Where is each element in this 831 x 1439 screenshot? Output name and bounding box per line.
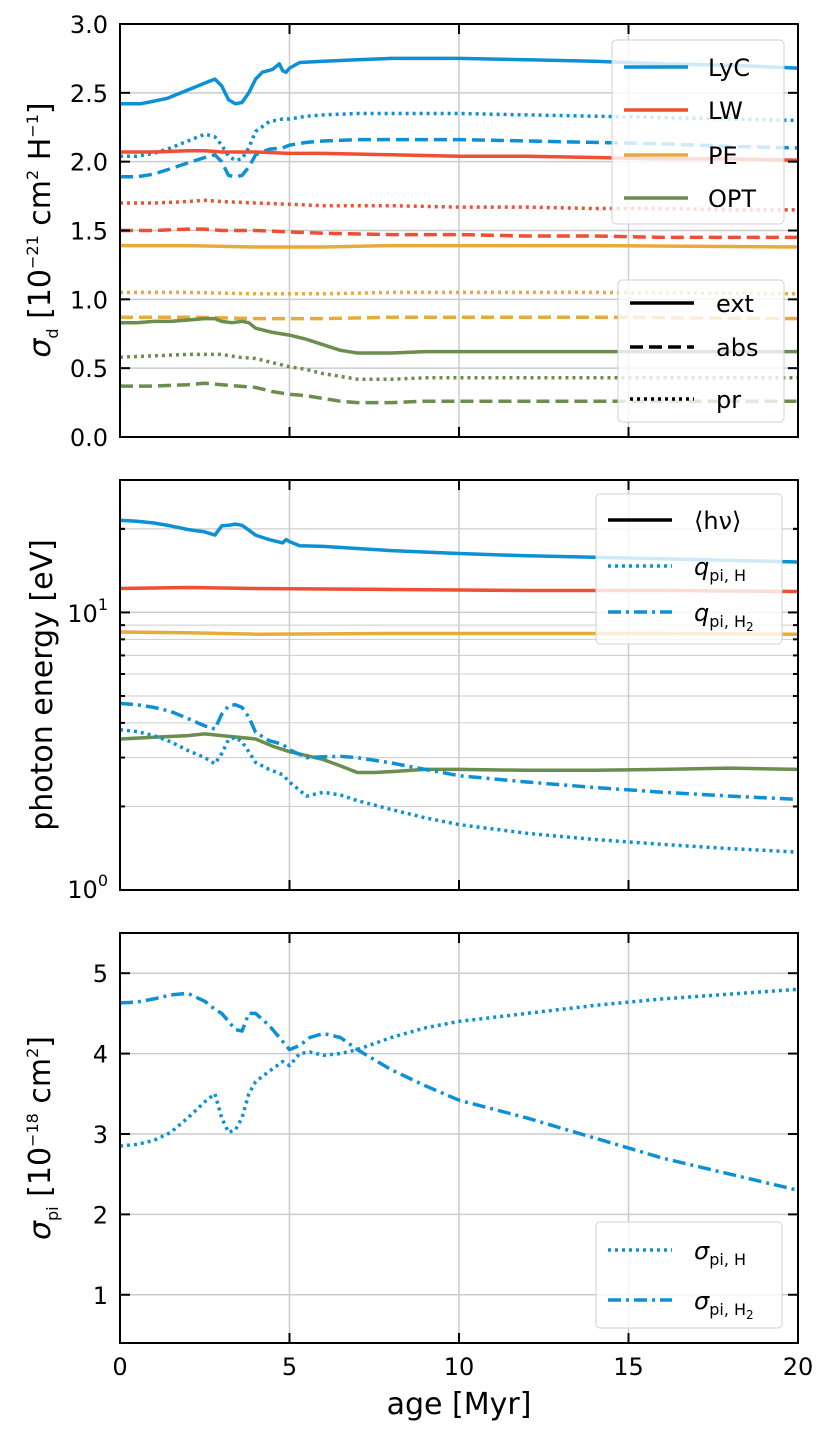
xtick-label: 15	[613, 1353, 644, 1381]
xtick-label: 20	[783, 1353, 814, 1381]
series-lyc-hnu	[119, 518, 799, 564]
ytick-label: 0.5	[70, 355, 108, 383]
legend-bottom: σpi, H σpi, H2	[595, 1221, 783, 1329]
series-opt-ext	[120, 316, 798, 355]
panel-bottom-ticks	[119, 933, 799, 1343]
series-lyc-q-pi-h	[119, 727, 799, 854]
legend-style: ext abs pr	[617, 279, 785, 423]
x-axis-label: age [Myr]	[387, 1387, 532, 1422]
ytick-label: 2.5	[70, 80, 108, 108]
xtick-label: 10	[444, 1353, 475, 1381]
legend-lyc-label: LyC	[708, 54, 750, 82]
legend-lw-label: LW	[708, 97, 743, 125]
legend-sigmapiH-label: σpi, H	[694, 1237, 746, 1269]
xtick-label: 0	[112, 1353, 127, 1381]
ytick-label: 3	[93, 1121, 108, 1149]
legend-pe-label: PE	[708, 142, 738, 170]
series-pe-ext	[120, 243, 799, 249]
series-lw-abs	[120, 227, 798, 240]
legend-color: LyC LW PE OPT	[611, 39, 785, 225]
panel-bottom-ylabel: σpi [10−18 cm2]	[23, 1036, 62, 1240]
legend-qpiH-label: qpi, H	[694, 553, 746, 585]
series-opt-pr	[119, 352, 798, 381]
panel-top: 0.0 0.5 1.0 1.5 2.0 2.5 3.0 σd [10−21 cm2 H−1]…	[23, 11, 799, 452]
panel-bottom-series	[119, 987, 799, 1193]
panel-bottom: 1 2 3 4 5 0 5 10 15 20 σpi [10−18 cm2] age [Myr]…	[23, 932, 813, 1422]
panel-middle-ticks	[119, 479, 799, 891]
series-opt-hnu	[119, 732, 799, 775]
panel-middle-ylabel: photon energy [eV]	[25, 539, 60, 831]
panel-bottom-y-tick-labels: 1 2 3 4 5	[93, 960, 108, 1310]
panel-middle-series	[119, 518, 799, 854]
ytick-label: 1.5	[70, 218, 108, 246]
legend-abs-label: abs	[716, 334, 758, 362]
ytick-label: 3.0	[70, 11, 108, 39]
legend-middle: ⟨hν⟩ qpi, H qpi, H2	[595, 493, 783, 645]
panel-top-ylabel: σd [10−21 cm2 H−1]	[23, 102, 62, 357]
series-lyc-pr	[120, 111, 799, 163]
panel-bottom-x-tick-labels: 0 5 10 15 20	[112, 1353, 813, 1381]
legend-ext-label: ext	[716, 290, 754, 318]
panel-top-ticks	[119, 23, 799, 438]
series-lyc-q-pi-h2	[119, 701, 799, 802]
ytick-label: 5	[93, 960, 108, 988]
legend-opt-label: OPT	[708, 185, 756, 213]
panel-middle: 100 101 photon energy [eV] ⟨hν⟩ qpi, H q…	[25, 479, 799, 904]
ytick-label: 0.0	[70, 424, 108, 452]
ytick-label: 1	[93, 1282, 108, 1310]
legend-qpiH2-label: qpi, H2	[694, 599, 754, 634]
legend-hnu-label: ⟨hν⟩	[694, 507, 741, 535]
legend-pr-label: pr	[716, 386, 741, 414]
panel-middle-ytick-label-1: 100	[67, 871, 108, 904]
legend-sigmapiH2-label: σpi, H2	[694, 1287, 754, 1322]
panel-bottom-grid	[120, 933, 798, 1343]
ytick-label: 2	[93, 1201, 108, 1229]
series-pe-pr	[120, 290, 799, 296]
ytick-label: 4	[93, 1041, 108, 1069]
series-lyc-ext	[120, 56, 799, 106]
panel-middle-ytick-label-10: 101	[67, 595, 108, 628]
xtick-label: 5	[282, 1353, 297, 1381]
series-lyc-abs	[120, 137, 799, 179]
series-sigma-pi-h2	[119, 991, 799, 1193]
panel-top-y-tick-labels: 0.0 0.5 1.0 1.5 2.0 2.5 3.0	[70, 11, 108, 452]
series-sigma-pi-h	[119, 987, 799, 1148]
ytick-label: 1.0	[70, 286, 108, 314]
ytick-label: 2.0	[70, 149, 108, 177]
